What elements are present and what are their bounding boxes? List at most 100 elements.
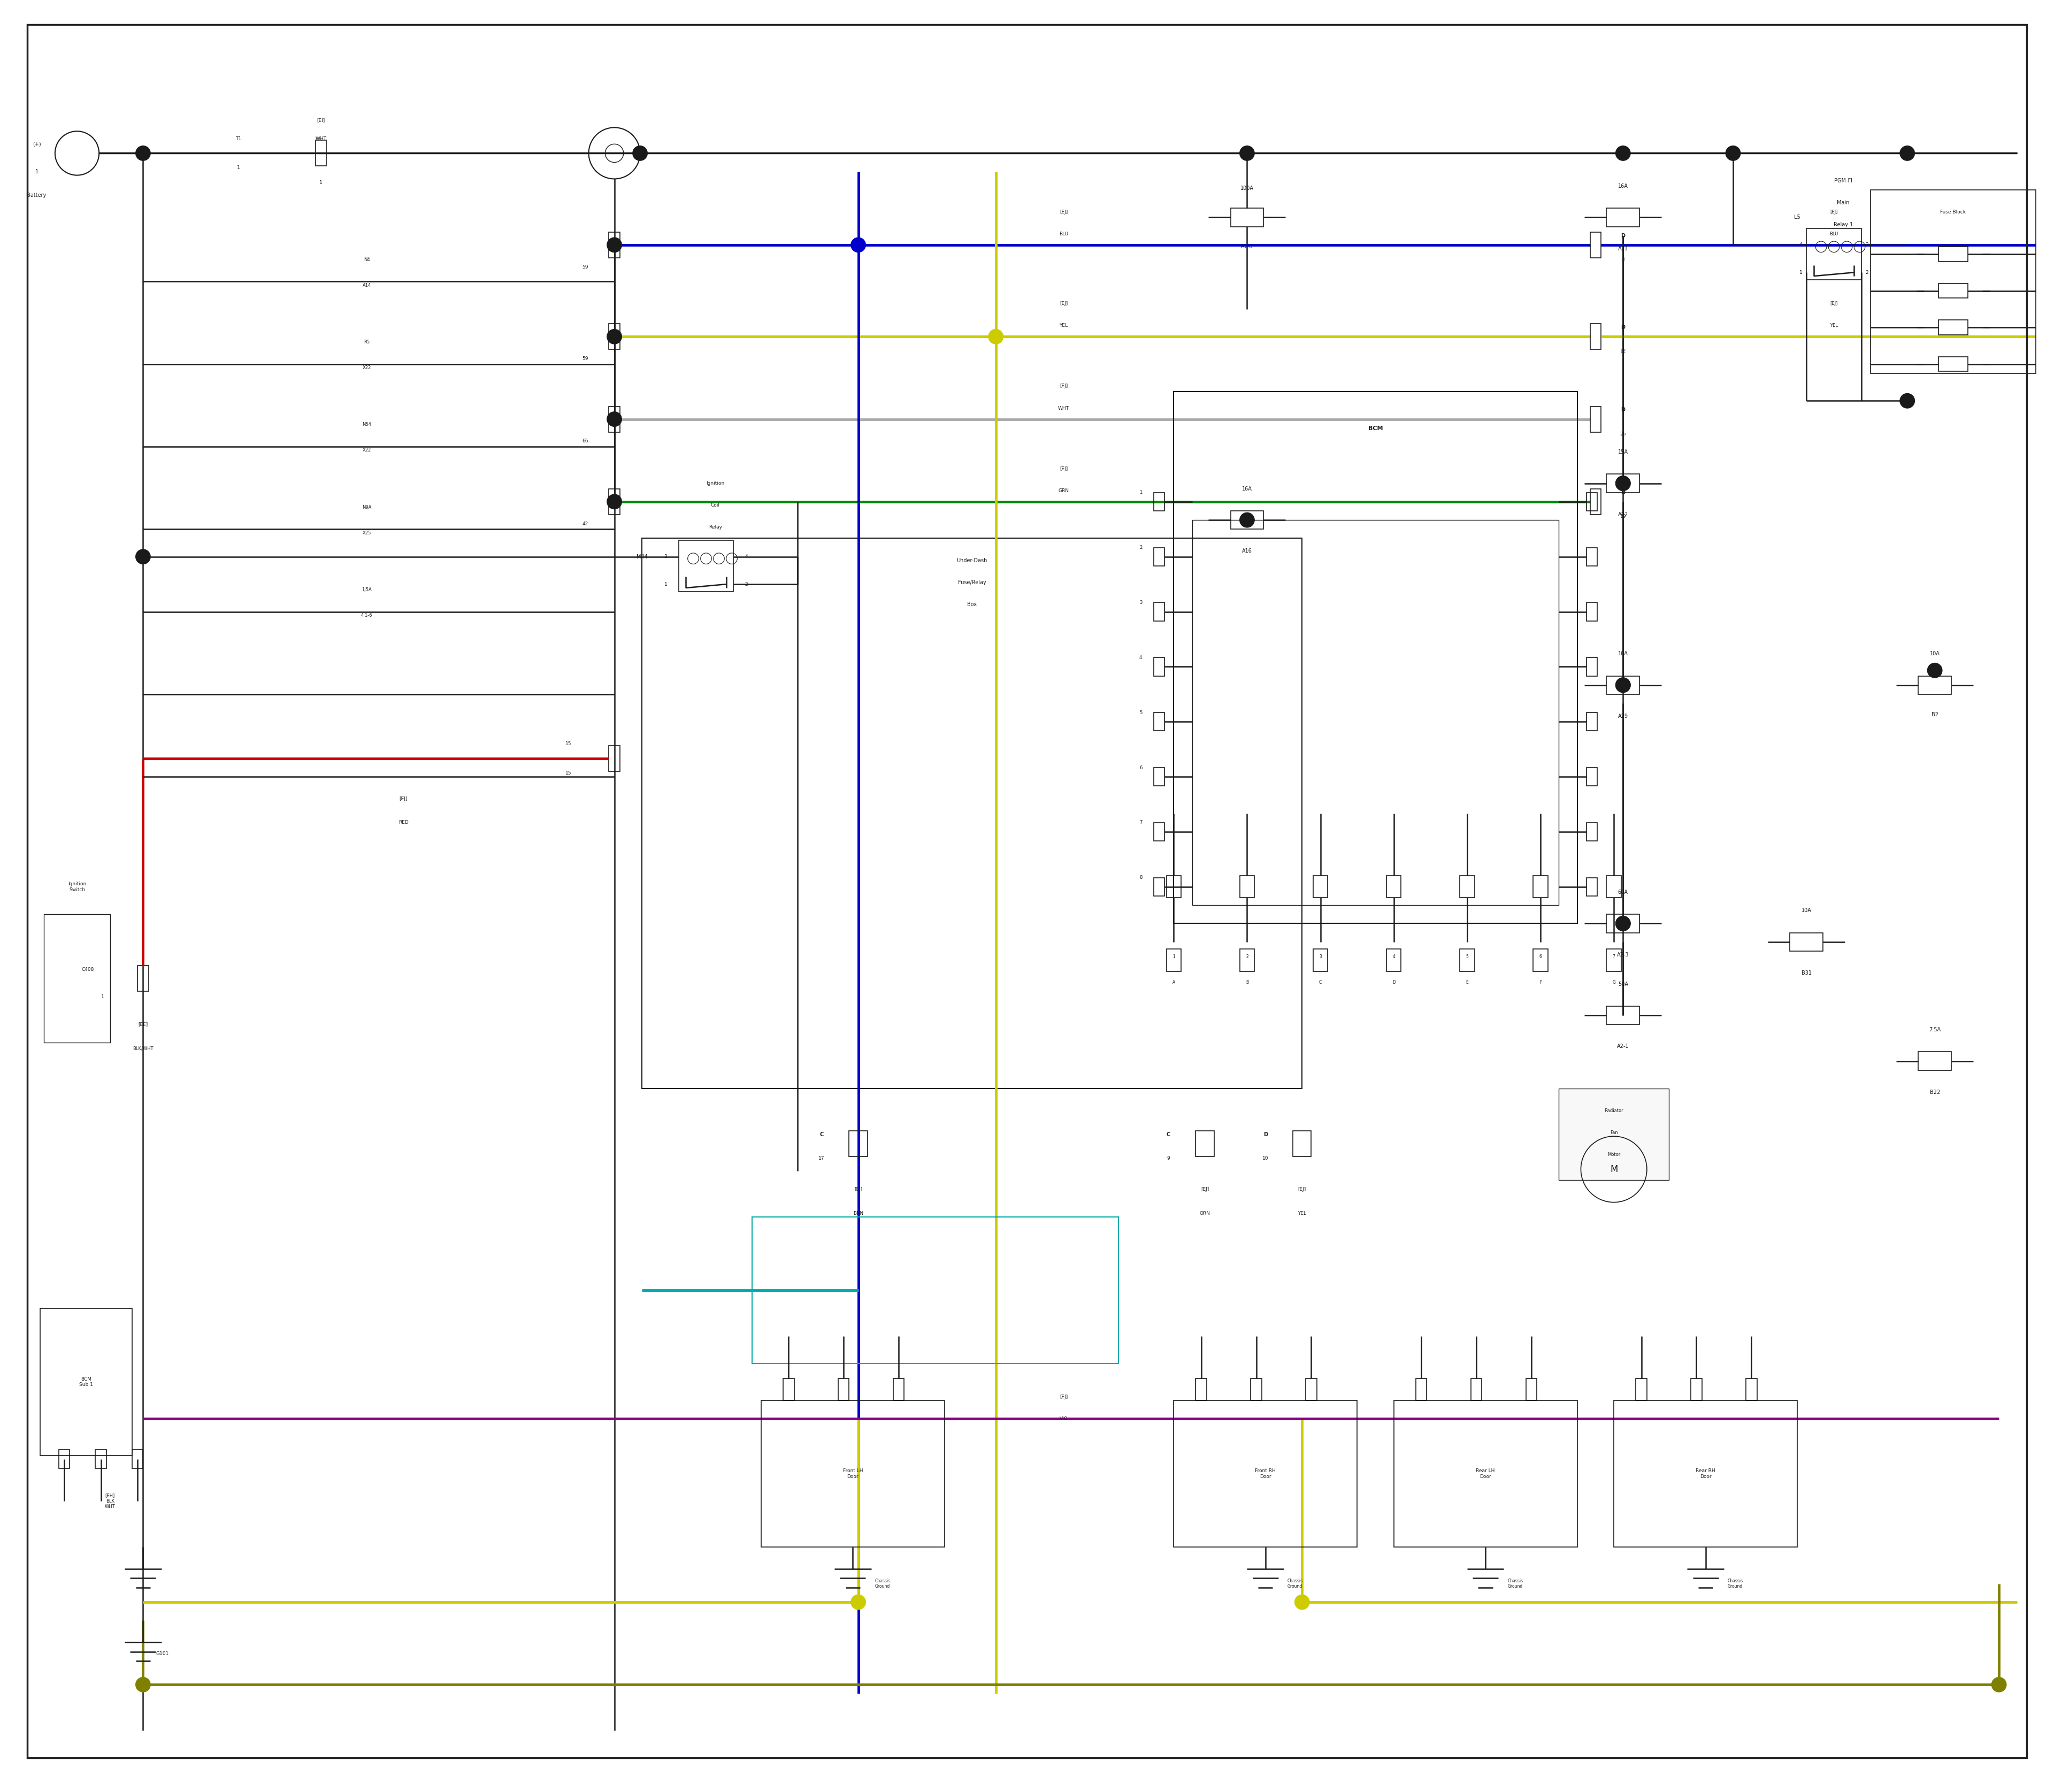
Circle shape bbox=[1616, 677, 1631, 692]
Text: [EJ]: [EJ] bbox=[1830, 210, 1838, 215]
Text: YEL: YEL bbox=[1298, 1211, 1306, 1215]
Bar bbox=[1532, 876, 1549, 898]
Text: BLK/WHT: BLK/WHT bbox=[134, 1047, 154, 1050]
Text: 1: 1 bbox=[35, 168, 39, 174]
Bar bbox=[41, 1308, 131, 1455]
Bar bbox=[1805, 228, 1861, 280]
Text: B22: B22 bbox=[1929, 1090, 1939, 1095]
Bar bbox=[1586, 658, 1598, 676]
Text: Relay 1: Relay 1 bbox=[1834, 222, 1853, 228]
Bar bbox=[1606, 1005, 1639, 1025]
Text: 5: 5 bbox=[1140, 710, 1142, 715]
Text: 7: 7 bbox=[1612, 953, 1614, 959]
Bar bbox=[1606, 876, 1621, 898]
Bar bbox=[1154, 658, 1165, 676]
Circle shape bbox=[633, 145, 647, 161]
Circle shape bbox=[608, 238, 622, 253]
Text: X22: X22 bbox=[362, 366, 372, 371]
Bar bbox=[1789, 932, 1824, 952]
Text: 2: 2 bbox=[1247, 953, 1249, 959]
Bar bbox=[1173, 1400, 1358, 1546]
Text: BRN: BRN bbox=[852, 1211, 863, 1215]
Text: 1J5A: 1J5A bbox=[362, 588, 372, 591]
Text: R5: R5 bbox=[364, 340, 370, 344]
Text: 1: 1 bbox=[236, 165, 240, 170]
Text: 17: 17 bbox=[820, 1156, 824, 1161]
Text: 1: 1 bbox=[1173, 953, 1175, 959]
Text: 8: 8 bbox=[1140, 874, 1142, 880]
Text: Main: Main bbox=[1836, 201, 1849, 206]
Text: Box: Box bbox=[967, 602, 978, 607]
Text: E: E bbox=[1467, 980, 1469, 984]
Text: 7.5A: 7.5A bbox=[1929, 1027, 1941, 1032]
Circle shape bbox=[1616, 677, 1631, 692]
Text: 1: 1 bbox=[320, 181, 322, 185]
Text: A: A bbox=[1173, 980, 1175, 984]
Bar bbox=[1586, 823, 1598, 840]
Text: 4,1-6: 4,1-6 bbox=[362, 613, 372, 618]
Circle shape bbox=[608, 495, 622, 509]
Bar bbox=[752, 1217, 1119, 1364]
Text: T1: T1 bbox=[236, 136, 242, 142]
Text: M: M bbox=[1610, 1165, 1619, 1174]
Text: Relay: Relay bbox=[709, 525, 721, 530]
Text: 7: 7 bbox=[1140, 821, 1142, 824]
Text: 6: 6 bbox=[1140, 765, 1142, 771]
Text: YEL: YEL bbox=[1830, 323, 1838, 328]
Text: 4: 4 bbox=[746, 554, 748, 559]
Text: A21: A21 bbox=[1619, 246, 1629, 251]
Bar bbox=[1241, 876, 1255, 898]
Text: 59: 59 bbox=[581, 265, 587, 269]
Bar bbox=[1918, 676, 1951, 694]
Bar bbox=[1460, 876, 1475, 898]
Bar bbox=[1606, 475, 1639, 493]
Bar bbox=[43, 914, 111, 1043]
Text: [EJ]: [EJ] bbox=[1830, 301, 1838, 306]
Text: C: C bbox=[1167, 1133, 1171, 1138]
Bar bbox=[1746, 1378, 1756, 1400]
Text: ORN: ORN bbox=[1200, 1211, 1210, 1215]
Text: [EJ]: [EJ] bbox=[398, 796, 407, 801]
Text: [EJ]: [EJ] bbox=[854, 1186, 863, 1192]
Circle shape bbox=[136, 145, 150, 161]
Circle shape bbox=[850, 1595, 865, 1609]
Text: 66: 66 bbox=[581, 439, 587, 444]
Bar bbox=[1195, 1131, 1214, 1156]
Bar bbox=[1586, 493, 1598, 511]
Text: Chassis
Ground: Chassis Ground bbox=[1288, 1579, 1302, 1590]
Bar bbox=[1590, 233, 1600, 258]
Circle shape bbox=[136, 1677, 150, 1692]
Bar bbox=[94, 1450, 107, 1468]
Text: BLU: BLU bbox=[1830, 231, 1838, 237]
Text: 6: 6 bbox=[1538, 953, 1543, 959]
Bar bbox=[678, 539, 733, 591]
Bar bbox=[608, 324, 620, 349]
Bar bbox=[1154, 878, 1165, 896]
Text: Fuse/Relay: Fuse/Relay bbox=[957, 579, 986, 584]
Text: Front RH
Door: Front RH Door bbox=[1255, 1468, 1276, 1478]
Text: [EJ]: [EJ] bbox=[1060, 383, 1068, 389]
Text: 100A: 100A bbox=[1241, 185, 1253, 190]
Bar bbox=[1241, 950, 1255, 971]
Text: A14: A14 bbox=[362, 283, 372, 289]
Bar bbox=[1590, 407, 1600, 432]
Text: C: C bbox=[1319, 980, 1323, 984]
Circle shape bbox=[850, 238, 865, 253]
Text: BLU: BLU bbox=[1060, 231, 1068, 237]
Text: 12: 12 bbox=[1621, 349, 1627, 353]
Text: X25: X25 bbox=[362, 530, 372, 536]
Text: 3: 3 bbox=[1865, 242, 1869, 247]
Text: 10A: 10A bbox=[1801, 909, 1812, 914]
Text: D: D bbox=[1393, 980, 1395, 984]
Text: BCM
Sub 1: BCM Sub 1 bbox=[80, 1376, 92, 1387]
Text: GRN: GRN bbox=[1058, 487, 1068, 493]
Bar bbox=[1918, 1052, 1951, 1070]
Text: [EJ]: [EJ] bbox=[1298, 1186, 1306, 1192]
Circle shape bbox=[1927, 663, 1943, 677]
Text: D: D bbox=[1621, 324, 1625, 330]
Text: Fuse Block: Fuse Block bbox=[1941, 210, 1966, 215]
Circle shape bbox=[1294, 1595, 1310, 1609]
Text: BCM: BCM bbox=[1368, 426, 1382, 432]
Bar bbox=[1532, 950, 1549, 971]
Bar bbox=[1635, 1378, 1647, 1400]
